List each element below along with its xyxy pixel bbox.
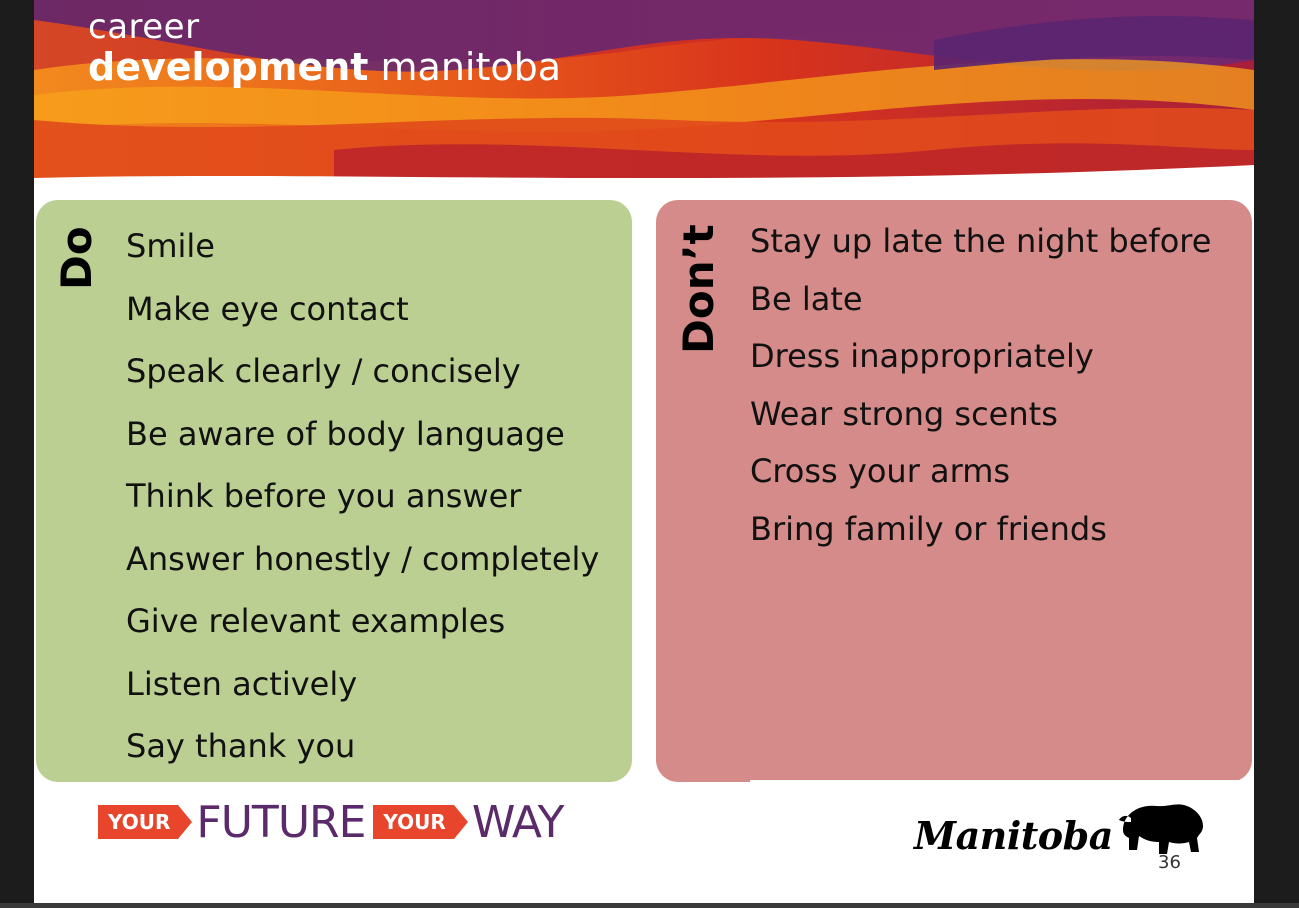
slide: career development manitoba Do Smile Make… xyxy=(34,0,1254,908)
do-item: Give relevant examples xyxy=(126,602,506,640)
brand-logo: career development manitoba xyxy=(88,10,561,86)
dont-item: Wear strong scents xyxy=(750,394,1058,433)
do-panel: Do Smile Make eye contact Speak clearly / … xyxy=(36,200,632,782)
brand-line2-bold: development xyxy=(88,45,369,89)
dont-item: Dress inappropriately xyxy=(750,337,1094,375)
dont-item: Cross your arms xyxy=(750,452,1011,490)
slogan-tag-1: YOUR xyxy=(98,805,193,839)
do-heading: Do xyxy=(52,226,101,290)
dont-panel: Don’t Stay up late the night before Be la… xyxy=(656,200,1252,782)
page-number: 36 xyxy=(1158,852,1181,873)
divider-line xyxy=(750,780,1242,786)
brand-line1: career xyxy=(88,7,200,47)
dont-item: Stay up late the night before xyxy=(750,222,1212,260)
dont-list: Stay up late the night before Be late Dres… xyxy=(750,218,1211,563)
manitoba-wordmark: Manitoba xyxy=(914,813,1113,858)
do-item: Make eye contact xyxy=(126,289,409,328)
manitoba-logo: Manitoba xyxy=(914,800,1209,858)
dont-item: Bring family or friends xyxy=(750,509,1107,548)
do-list: Smile Make eye contact Speak clearly / con… xyxy=(126,222,599,785)
dont-heading: Don’t xyxy=(674,224,723,354)
do-item: Listen actively xyxy=(126,664,358,703)
dont-item: Be late xyxy=(750,279,863,318)
slogan-logo: YOUR FUTURE YOUR WAY xyxy=(98,797,571,848)
bison-icon xyxy=(1118,804,1203,854)
slogan-word-2: WAY xyxy=(471,796,565,848)
bottom-strip xyxy=(0,903,1299,908)
do-item: Smile xyxy=(126,227,215,265)
do-item: Say thank you xyxy=(126,727,356,765)
do-item: Think before you answer xyxy=(126,477,522,515)
slogan-tag-2: YOUR xyxy=(373,805,469,839)
do-item: Answer honestly / completely xyxy=(126,539,600,578)
slogan-word-1: FUTURE xyxy=(196,796,366,848)
do-item: Speak clearly / concisely xyxy=(126,352,521,390)
brand-line2: development manitoba xyxy=(88,48,561,86)
header-banner xyxy=(34,0,1254,190)
brand-line2-light: manitoba xyxy=(380,45,562,89)
do-item: Be aware of body language xyxy=(126,414,565,453)
